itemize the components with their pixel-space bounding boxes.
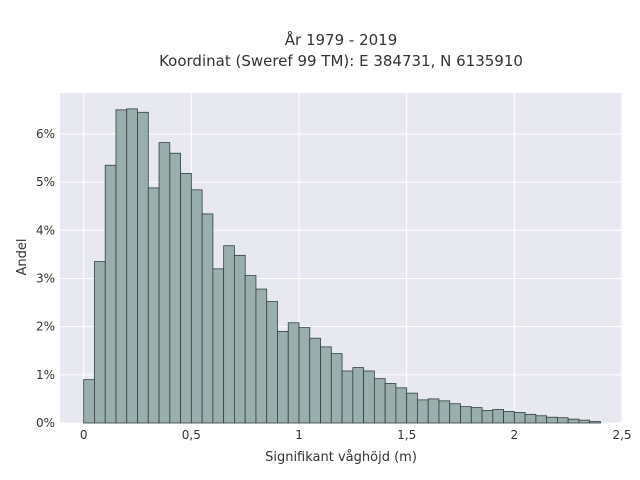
histogram-bar: [309, 337, 321, 424]
histogram-bar: [406, 392, 418, 424]
histogram-bar: [524, 413, 537, 424]
histogram-bar: [169, 152, 181, 424]
histogram-bar: [481, 410, 494, 424]
x-axis-label: Signifikant våghöjd (m): [265, 450, 417, 465]
histogram-bar: [126, 108, 138, 424]
histogram-bar: [578, 419, 591, 424]
histogram-bar: [417, 399, 429, 424]
y-tick-label: 2%: [36, 320, 55, 334]
histogram-bar: [320, 346, 332, 424]
y-tick-label: 5%: [36, 175, 55, 189]
histogram-bar: [255, 288, 268, 424]
y-tick-label: 6%: [36, 127, 55, 141]
x-tick-label: 2,5: [612, 428, 631, 442]
histogram-bar: [567, 418, 580, 424]
histogram-bar: [557, 417, 569, 424]
histogram-bar: [341, 370, 354, 424]
histogram-bar: [158, 142, 171, 424]
histogram-bar: [373, 378, 386, 424]
y-axis-ticks: 0% 1% 2% 3% 4% 5% 6%: [36, 127, 55, 430]
histogram-bar: [384, 383, 397, 424]
histogram-bar: [266, 301, 278, 424]
histogram-bar: [513, 412, 526, 424]
histogram-bar: [223, 245, 235, 424]
histogram-bar: [180, 173, 192, 424]
histogram-bar: [470, 407, 483, 424]
x-tick-label: 2: [511, 428, 519, 442]
histogram-bar: [492, 409, 504, 424]
histogram-bar: [460, 406, 472, 424]
histogram-bar: [589, 421, 601, 424]
histogram-bar: [427, 398, 440, 424]
histogram-bar: [147, 187, 160, 424]
histogram-bar: [395, 387, 408, 424]
histogram-bar: [104, 164, 117, 424]
y-tick-label: 0%: [36, 416, 55, 430]
histogram-bar: [234, 254, 246, 424]
histogram-bar: [244, 275, 257, 424]
histogram-bar: [137, 111, 149, 424]
x-tick-label: 1,5: [397, 428, 416, 442]
histogram-bar: [535, 415, 548, 424]
histogram-bar: [449, 403, 461, 424]
histogram-bar: [277, 331, 289, 424]
y-tick-label: 4%: [36, 223, 55, 237]
y-axis-label: Andel: [15, 239, 30, 276]
histogram-bar: [546, 416, 558, 424]
y-tick-label: 3%: [36, 271, 55, 285]
histogram-bar: [115, 109, 128, 424]
y-tick-label: 1%: [36, 368, 55, 382]
histogram-bars: [83, 108, 601, 424]
histogram-bar: [298, 327, 311, 424]
histogram-bar: [330, 353, 343, 424]
x-tick-label: 1: [295, 428, 303, 442]
histogram-bar: [363, 370, 375, 424]
histogram-bar: [438, 400, 451, 424]
histogram-bar: [190, 189, 203, 424]
histogram-bar: [352, 367, 365, 424]
histogram-bar: [94, 261, 106, 424]
x-tick-label: 0: [80, 428, 88, 442]
histogram-bar: [212, 268, 225, 424]
histogram-bar: [287, 322, 300, 424]
histogram-bar: [201, 213, 214, 424]
x-axis-ticks: 0 0,5 1 1,5 2 2,5: [80, 428, 632, 442]
histogram-bar: [83, 379, 95, 424]
histogram-bar: [503, 411, 515, 424]
chart-title-line-1: År 1979 - 2019: [285, 30, 398, 49]
x-tick-label: 0,5: [182, 428, 201, 442]
chart-title-line-2: Koordinat (Sweref 99 TM): E 384731, N 61…: [159, 52, 523, 70]
